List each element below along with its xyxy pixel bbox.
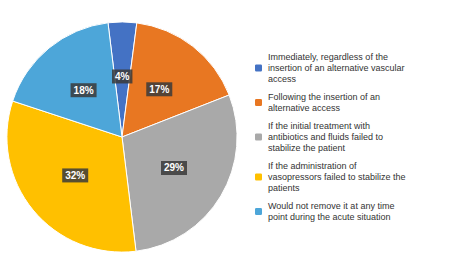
svg-text:Immediately, regardless of the: Immediately, regardless of the [268, 52, 388, 62]
svg-text:access: access [268, 74, 297, 84]
svg-text:stabilize the patient: stabilize the patient [268, 143, 346, 153]
svg-text:18%: 18% [74, 85, 94, 96]
svg-text:4%: 4% [115, 71, 130, 82]
svg-text:If the administration of: If the administration of [268, 161, 357, 171]
svg-text:alternative access: alternative access [268, 103, 341, 113]
svg-text:32%: 32% [65, 170, 85, 181]
svg-text:If the initial treatment with: If the initial treatment with [268, 121, 370, 131]
svg-text:antibiotics and fluids failed: antibiotics and fluids failed to [268, 132, 383, 142]
svg-text:point during the acute situati: point during the acute situation [268, 212, 391, 222]
svg-text:17%: 17% [149, 84, 169, 95]
svg-text:vasopressors failed to stabili: vasopressors failed to stabilize the [268, 172, 406, 182]
svg-text:Would not remove it at any tim: Would not remove it at any time [268, 201, 394, 211]
svg-text:Following the insertion of an: Following the insertion of an [268, 92, 380, 102]
svg-text:29%: 29% [164, 162, 184, 173]
svg-text:insertion of an alternative va: insertion of an alternative vascular [268, 63, 405, 73]
svg-text:patients: patients [268, 183, 300, 193]
